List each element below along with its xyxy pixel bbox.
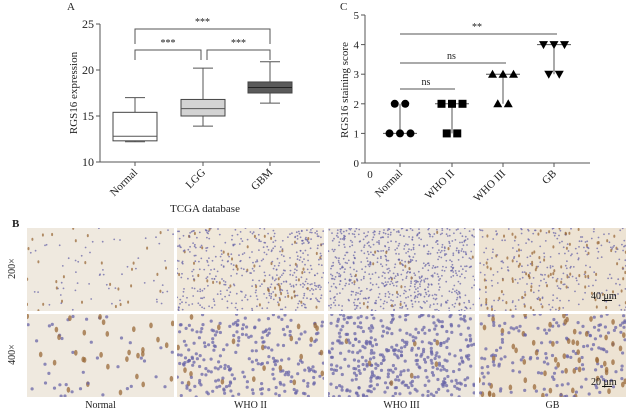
panel-label-b: B [12, 218, 20, 230]
scale-bar-line [602, 300, 612, 301]
significance-label: *** [161, 38, 176, 49]
micrograph-normal-200x [27, 228, 174, 311]
micrograph-gb-200x [479, 228, 626, 311]
y-tick-label: 0 [354, 158, 360, 170]
y-tick-label: 5 [354, 10, 360, 22]
data-point-circle [390, 99, 399, 108]
significance-label: ** [472, 22, 482, 33]
micrograph-normal-400x [27, 314, 174, 397]
y-tick-label: 25 [82, 17, 94, 31]
micrograph-who-iii-200x [328, 228, 475, 311]
y-tick-label: 20 [82, 63, 94, 77]
x-tick-label: Normal [108, 167, 140, 199]
significance-label: ns [422, 77, 431, 88]
micrograph-who-ii-400x [177, 314, 324, 397]
data-point-triangle-down [554, 70, 564, 79]
micrograph-who-iii-400x [328, 314, 475, 397]
micrograph-gb-400x [479, 314, 626, 397]
group-label: WHO II [233, 400, 268, 411]
significance-label: *** [231, 38, 246, 49]
scale-bar-label: 20 μm [591, 377, 617, 388]
box-plot-rgs16-expression: 10 15 20 25 RGS16 expression TCGA database Nor… [68, 17, 320, 215]
data-point-triangle-up [498, 69, 508, 78]
group-label: Normal [85, 400, 116, 411]
x-tick-label: WHO III [471, 167, 508, 204]
data-point-triangle-up [509, 69, 518, 78]
micrograph-who-ii-200x [177, 228, 324, 311]
scale-bar-label: 40 μm [591, 291, 617, 302]
x-tick-label: WHO II [423, 167, 457, 201]
y-axis-label: RGS16 staining score [339, 42, 351, 138]
data-point-square [442, 129, 451, 138]
data-point-triangle-down [539, 41, 548, 50]
y-axis-label: RGS16 expression [68, 51, 80, 134]
group-label: GB [545, 400, 560, 411]
data-point-triangle-up [503, 99, 513, 108]
scale-bar: 20 μm [591, 377, 617, 388]
x-tick-label: Normal [373, 168, 405, 200]
data-point-circle [385, 129, 394, 138]
data-point-square [458, 99, 467, 108]
x-axis-label: TCGA database [170, 203, 240, 215]
panel-label-a: A [67, 1, 75, 13]
y-tick-label: 15 [82, 109, 94, 123]
significance-label: ns [447, 51, 456, 62]
y-tick-label: 1 [354, 128, 360, 140]
data-point-square [453, 129, 462, 138]
x-tick-label: LGG [184, 167, 209, 192]
box [180, 98, 226, 117]
significance-bracket [134, 49, 202, 60]
data-point-square [437, 99, 446, 108]
x-tick-label: GB [540, 168, 559, 187]
x-origin-label: 0 [367, 169, 373, 181]
panel-label-c: C [340, 1, 348, 13]
y-tick-label: 10 [82, 155, 94, 169]
y-tick-label: 3 [354, 69, 360, 81]
group-label: WHO III [383, 400, 420, 411]
significance-bracket [206, 49, 271, 60]
significance-bracket [134, 28, 271, 44]
magnification-label: 200× [6, 258, 18, 279]
y-tick-label: 2 [354, 99, 360, 111]
magnification-label: 400× [6, 344, 18, 365]
x-tick-label: GBM [249, 166, 275, 192]
y-tick-label: 4 [354, 40, 360, 52]
data-point-triangle-up [493, 99, 503, 108]
data-point-triangle-up [488, 69, 497, 78]
data-point-circle [396, 129, 404, 138]
data-point-triangle-down [549, 41, 559, 50]
data-point-circle [401, 99, 410, 108]
scale-bar: 40 μm [591, 291, 617, 302]
significance-label: *** [195, 17, 210, 28]
scatter-plot-staining-score: 0 1 2 3 4 5 0 RGS16 staining score Normal WHO II W… [339, 10, 590, 204]
data-point-square [448, 99, 456, 108]
scale-bar-line [602, 386, 612, 387]
data-point-circle [406, 129, 415, 138]
data-point-triangle-down [560, 41, 569, 50]
data-point-triangle-down [544, 70, 554, 79]
